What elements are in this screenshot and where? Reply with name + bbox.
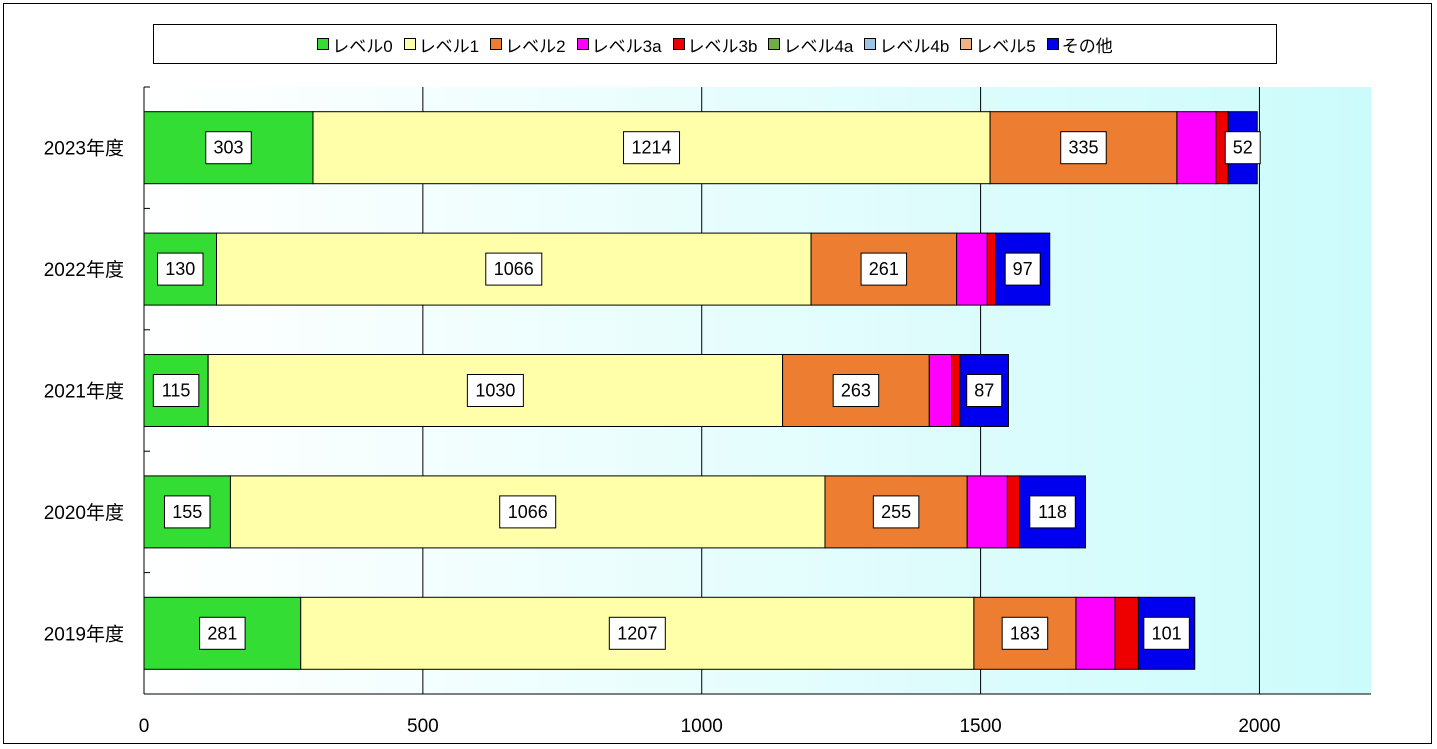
data-label-box <box>157 252 204 286</box>
bar-segment <box>986 232 997 306</box>
bar-segment <box>1114 596 1139 670</box>
data-label-box <box>1224 131 1261 165</box>
legend-swatch <box>1046 38 1059 50</box>
legend-swatch <box>317 38 330 50</box>
data-label: 281 <box>207 623 237 643</box>
legend-item: レベル2 <box>490 32 566 57</box>
legend-label: レベル2 <box>505 36 566 56</box>
data-label: 155 <box>172 502 202 522</box>
data-label-box <box>1143 616 1190 650</box>
legend-item: レベル4a <box>768 32 853 57</box>
x-tick-label: 500 <box>407 716 439 737</box>
legend-swatch <box>960 38 973 50</box>
bar-segment <box>1006 475 1021 549</box>
x-tick-label: 1000 <box>681 716 723 737</box>
data-label-box <box>608 616 666 650</box>
data-label: 303 <box>213 138 243 158</box>
x-tick-label: 1500 <box>959 716 1001 737</box>
legend-swatch <box>576 38 589 50</box>
data-label-box <box>872 495 920 529</box>
data-label-box <box>485 252 543 286</box>
data-label: 101 <box>1152 623 1182 643</box>
data-label-box <box>499 495 557 529</box>
data-label: 1214 <box>632 138 672 158</box>
data-label: 255 <box>881 502 911 522</box>
data-label-box <box>966 374 1003 407</box>
legend-item: レベル3a <box>576 32 662 57</box>
chart-legend: レベル0 レベル1 レベル2 レベル3a レベル3b レベル4a レベル4b レベル5 その他 <box>153 24 1277 64</box>
bar-segment <box>928 354 953 427</box>
legend-item: レベル1 <box>403 32 480 57</box>
x-tick-label: 0 <box>139 716 150 737</box>
legend-label: レベル4a <box>783 36 854 56</box>
data-label-box <box>1001 616 1049 650</box>
data-label: 1030 <box>475 381 515 401</box>
data-label: 115 <box>162 381 191 401</box>
data-label: 1066 <box>494 259 534 279</box>
data-label-box <box>1029 495 1076 529</box>
data-label: 130 <box>165 259 195 279</box>
data-label-box <box>163 495 211 529</box>
data-label: 1207 <box>617 623 657 643</box>
legend-swatch <box>768 38 781 50</box>
data-label-box <box>860 252 908 286</box>
data-label: 263 <box>841 381 871 401</box>
legend-swatch <box>672 38 685 50</box>
legend-label: その他 <box>1061 36 1113 56</box>
data-label: 183 <box>1010 623 1040 643</box>
data-label: 87 <box>974 381 994 401</box>
bar-segment <box>1075 596 1116 670</box>
legend-item: レベル0 <box>317 32 393 57</box>
legend-label: レベル4b <box>879 36 950 56</box>
legend-swatch <box>490 38 503 50</box>
data-label-box <box>832 374 880 407</box>
category-label: 2023年度 <box>44 138 124 160</box>
data-label: 52 <box>1233 138 1253 158</box>
bar-segment <box>951 354 961 427</box>
legend-label: レベル0 <box>332 36 393 56</box>
legend-item: レベル5 <box>960 32 1036 57</box>
legend-swatch <box>864 38 877 50</box>
category-label: 2022年度 <box>44 259 124 281</box>
legend-item: レベル3b <box>672 32 758 57</box>
data-label-box <box>205 131 252 165</box>
data-label-box <box>199 616 246 650</box>
bar-segment <box>1176 111 1217 185</box>
category-label: 2020年度 <box>44 502 124 524</box>
legend-item: その他 <box>1046 32 1113 57</box>
data-label: 261 <box>869 259 899 279</box>
data-label: 118 <box>1038 502 1067 522</box>
legend-label: レベル5 <box>975 36 1036 56</box>
data-label-box <box>466 374 524 407</box>
legend-label: レベル1 <box>418 36 480 56</box>
legend-item: レベル4b <box>864 32 949 57</box>
legend-label: レベル3a <box>591 36 662 56</box>
data-label-box <box>152 374 200 407</box>
data-label: 335 <box>1068 138 1098 158</box>
data-label-box <box>1004 252 1041 286</box>
data-label-box <box>623 131 681 165</box>
data-label: 1066 <box>508 502 548 522</box>
legend-label: レベル3b <box>687 36 758 56</box>
data-label: 97 <box>1013 259 1033 279</box>
category-label: 2021年度 <box>44 381 124 403</box>
data-label-box <box>1060 131 1107 165</box>
category-label: 2019年度 <box>44 623 124 645</box>
bar-segment <box>956 232 988 306</box>
x-tick-label: 2000 <box>1238 716 1280 737</box>
bar-segment <box>966 475 1008 549</box>
legend-swatch <box>403 38 416 50</box>
